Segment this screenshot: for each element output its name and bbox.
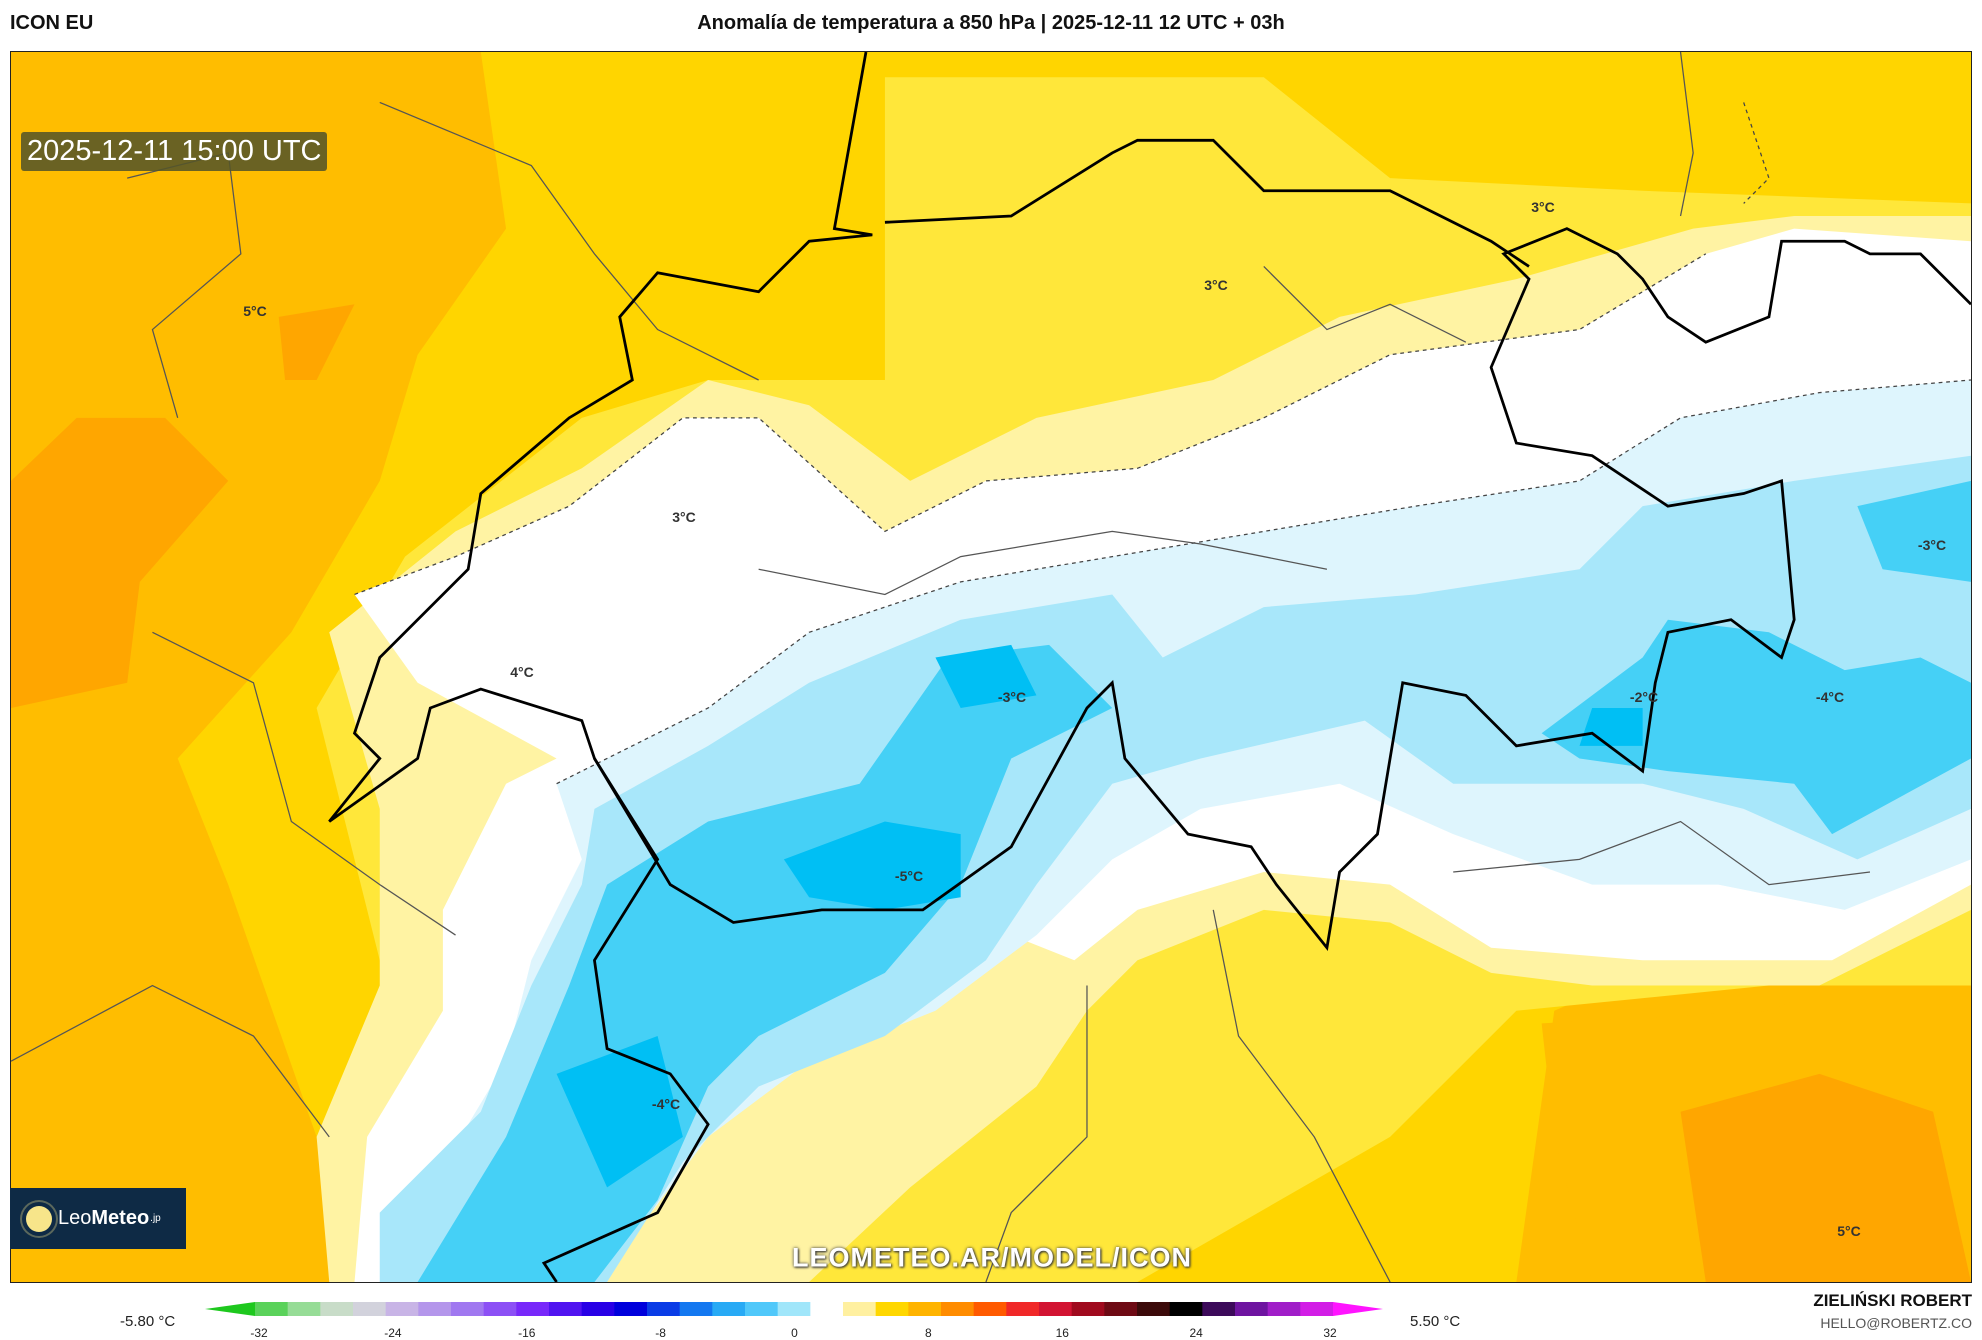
contour-lines	[354, 102, 1971, 785]
colorbar-tick-label: -32	[250, 1326, 268, 1340]
region-light-blue	[379, 455, 1971, 1282]
colorbar-segment	[973, 1302, 1007, 1316]
colorbar-segment	[205, 1302, 255, 1316]
country-border	[541, 757, 710, 1282]
colorbar-segment	[1039, 1302, 1073, 1316]
contour-label: -4°C	[1815, 689, 1845, 705]
colorbar-segment	[287, 1302, 321, 1316]
logo-text-bold: Meteo	[91, 1207, 150, 1229]
colorbar-segment	[581, 1302, 615, 1316]
logo-text-light: Leo	[58, 1207, 92, 1229]
colorbar-segment	[1235, 1302, 1269, 1316]
colorbar-tick-label: -8	[655, 1326, 666, 1340]
colorbar-segment	[353, 1302, 387, 1316]
colorbar-segment	[614, 1302, 648, 1316]
region-blue	[1857, 480, 1971, 582]
region-cyan	[935, 644, 1037, 708]
colorbar-tick-label: -24	[384, 1326, 402, 1340]
colorbar-tick-label: 8	[925, 1326, 932, 1340]
colorbar-segment	[1104, 1302, 1138, 1316]
colorbar-segment	[941, 1302, 975, 1316]
colorbar-segment	[418, 1302, 452, 1316]
colorbar-segment	[516, 1302, 550, 1316]
colorbar-tick-label: 16	[1055, 1326, 1069, 1340]
leometeo-logo: Leo Meteo .jp	[10, 1188, 186, 1249]
colorbar-segment	[1006, 1302, 1040, 1316]
colorbar-segment	[320, 1302, 354, 1316]
author-email: HELLO@ROBERTZ.CO	[1820, 1315, 1972, 1331]
region-cyan	[556, 1036, 683, 1188]
colorbar-segment	[385, 1302, 419, 1316]
colorbar-segment	[810, 1302, 844, 1316]
contour-label: -3°C	[997, 689, 1027, 705]
colorbar-segment	[1333, 1302, 1383, 1316]
contour-label: -2°C	[1629, 689, 1659, 705]
watermark: LEOMETEO.AR/MODEL/ICON	[792, 1242, 1192, 1273]
colorbar-tick-label: 24	[1189, 1326, 1203, 1340]
colorbar-segment	[1169, 1302, 1203, 1316]
contour-label: -3°C	[1917, 537, 1947, 553]
temperature-anomaly-map: 2025-12-11 15:00 UTC 5°C 3°C 3°C 3°C 4°C…	[10, 51, 1972, 1283]
colorbar-segment	[549, 1302, 583, 1316]
contour-label: 3°C	[672, 509, 696, 525]
model-name: ICON EU	[10, 12, 94, 34]
colorbar-segment	[843, 1302, 877, 1316]
contour-label: 5°C	[243, 303, 267, 319]
contour-label: 5°C	[1837, 1223, 1861, 1239]
logo-suffix: .jp	[150, 1213, 161, 1224]
region-blue	[1541, 619, 1971, 835]
contour-label: 3°C	[1204, 277, 1228, 293]
colorbar-segment	[908, 1302, 942, 1316]
colorbar	[205, 1302, 1383, 1316]
colorbar-segment	[483, 1302, 517, 1316]
chart-title: Anomalía de temperatura a 850 hPa | 2025…	[697, 12, 1285, 34]
colorbar-segment	[1071, 1302, 1105, 1316]
contour-label: 3°C	[1531, 199, 1555, 215]
colorbar-segment	[712, 1302, 746, 1316]
colorbar-min-label: -5.80 °C	[120, 1313, 176, 1330]
region-orange-deep	[278, 304, 355, 380]
colorbar-segment	[777, 1302, 811, 1316]
contour-label: -5°C	[894, 868, 924, 884]
colorbar-segment	[451, 1302, 485, 1316]
colorbar-segment	[1300, 1302, 1334, 1316]
author-name: ZIELIŃSKI ROBERT	[1813, 1291, 1972, 1310]
country-border	[328, 52, 1971, 951]
colorbar-tick-label: 0	[791, 1326, 798, 1340]
region-orange-deep	[1680, 1073, 1971, 1282]
colorbar-segment	[875, 1302, 909, 1316]
valid-time-label: 2025-12-11 15:00 UTC	[21, 132, 328, 171]
sun-icon	[26, 1205, 52, 1232]
map-canvas	[11, 52, 1971, 1282]
colorbar-tick-label: 32	[1323, 1326, 1337, 1340]
colorbar-max-label: 5.50 °C	[1410, 1313, 1461, 1330]
region-cyan	[783, 821, 961, 910]
colorbar-segment	[745, 1302, 779, 1316]
colorbar-tick-label: -16	[518, 1326, 536, 1340]
country-border	[884, 138, 1530, 268]
regional-borders	[11, 52, 1871, 1282]
contour-label: 4°C	[510, 664, 534, 680]
region-orange-deep	[11, 417, 229, 708]
colorbar-segment	[1137, 1302, 1171, 1316]
colorbar-segment	[1267, 1302, 1301, 1316]
colorbar-segment	[255, 1302, 289, 1316]
colorbar-segment	[679, 1302, 713, 1316]
contour-label: -4°C	[651, 1096, 681, 1112]
colorbar-segment	[647, 1302, 681, 1316]
colorbar-segment	[1202, 1302, 1236, 1316]
